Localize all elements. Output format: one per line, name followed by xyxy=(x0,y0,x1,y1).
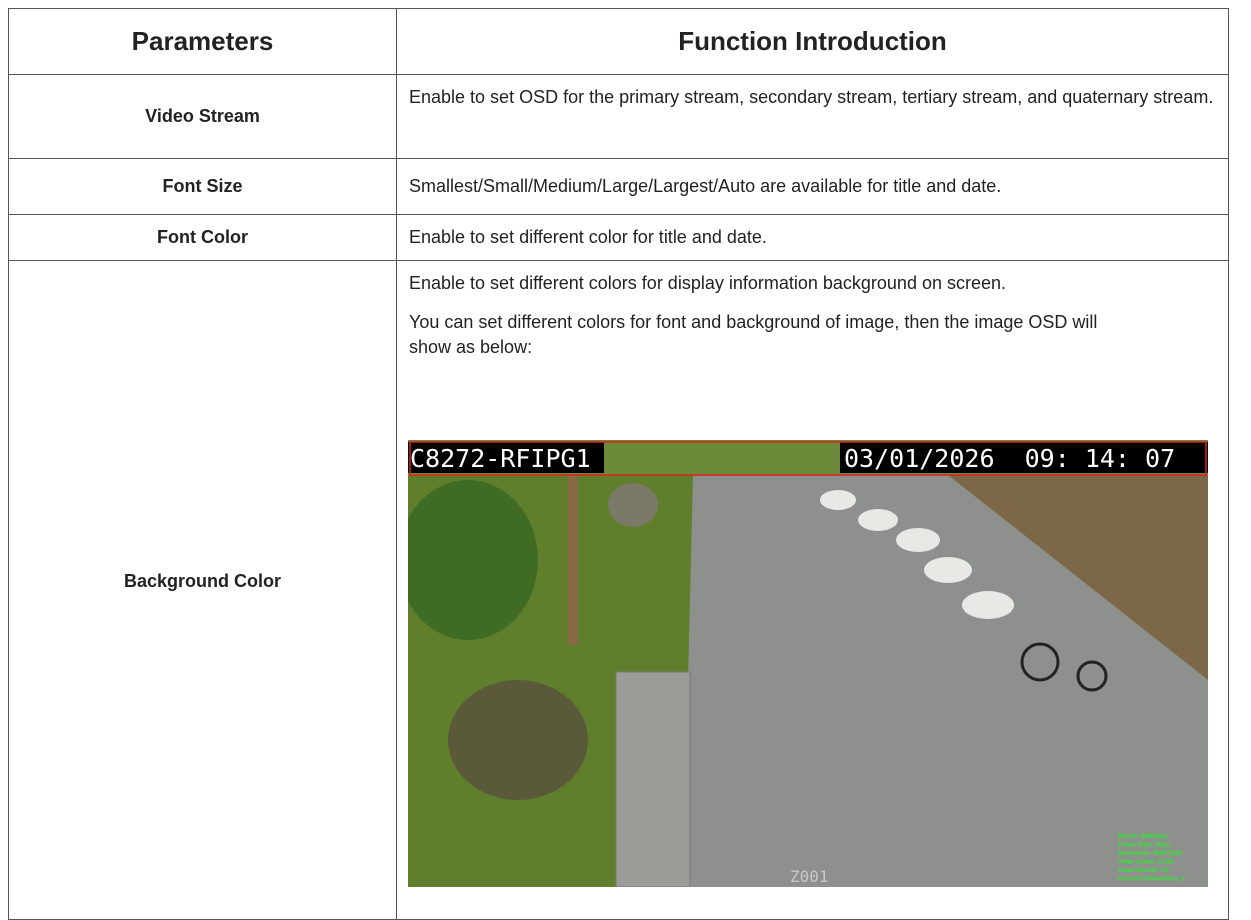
bicycle xyxy=(1020,642,1060,682)
osd-image: C8272-RFIPG1 03/01/2026 09: 14: 07 Z001 … xyxy=(408,440,1208,887)
desc-text: Enable to set different color for title … xyxy=(409,227,767,247)
page: Parameters Function Introduction Video S… xyxy=(8,8,1229,920)
osd-stat: Resolution: 3840*2160 xyxy=(1118,851,1182,857)
osd-bg xyxy=(840,442,1208,473)
osd-area: Z001 xyxy=(790,867,829,886)
osd-stat: Smart Stream: On xyxy=(1118,868,1169,874)
desc-cell: Enable to set different colors for displ… xyxy=(396,260,1229,920)
tree xyxy=(568,475,578,645)
desc-text: Smallest/Small/Medium/Large/Largest/Auto… xyxy=(409,176,1002,196)
param-cell: Background Color xyxy=(8,260,397,920)
desc-text: Enable to set different colors for displ… xyxy=(409,273,1007,293)
bush xyxy=(608,483,658,527)
bench xyxy=(615,671,691,887)
osd-frame xyxy=(409,441,1207,476)
osd-stat: Current Connections: 2 xyxy=(1118,877,1185,883)
desc-cell: Enable to set OSD for the primary stream… xyxy=(396,74,1229,159)
desc-cell: Smallest/Small/Medium/Large/Largest/Auto… xyxy=(396,158,1229,215)
pavement xyxy=(683,475,1208,887)
desc-text: You can set different colors for font an… xyxy=(409,312,1098,357)
header-cell: Function Introduction xyxy=(396,8,1229,75)
osd-stat: Video Codec: H.264 xyxy=(1118,860,1175,866)
desc-cell: Enable to set different color for title … xyxy=(396,214,1229,261)
osd-bg xyxy=(408,442,604,473)
osd-stat: Bitrate: 5880kbps xyxy=(1118,834,1169,840)
bush xyxy=(408,480,538,640)
bush xyxy=(448,680,588,800)
bicycle xyxy=(1076,660,1108,692)
osd-stat: Frame Rate: 25fps xyxy=(1118,843,1171,849)
param-cell: Font Size xyxy=(8,158,397,215)
osd-stats: Bitrate: 5880kbps Frame Rate: 25fps Resolu… xyxy=(1118,834,1185,883)
param-cell: Video Stream xyxy=(8,74,397,159)
param-cell: Font Color xyxy=(8,214,397,261)
osd-datetime: 03/01/2026 09: 14: 07 xyxy=(844,444,1175,473)
header-cell: Parameters xyxy=(8,8,397,75)
desc-text: Enable to set OSD for the primary stream… xyxy=(409,87,1214,107)
scooters xyxy=(820,490,1014,619)
osd-title: C8272-RFIPG1 xyxy=(410,444,591,473)
